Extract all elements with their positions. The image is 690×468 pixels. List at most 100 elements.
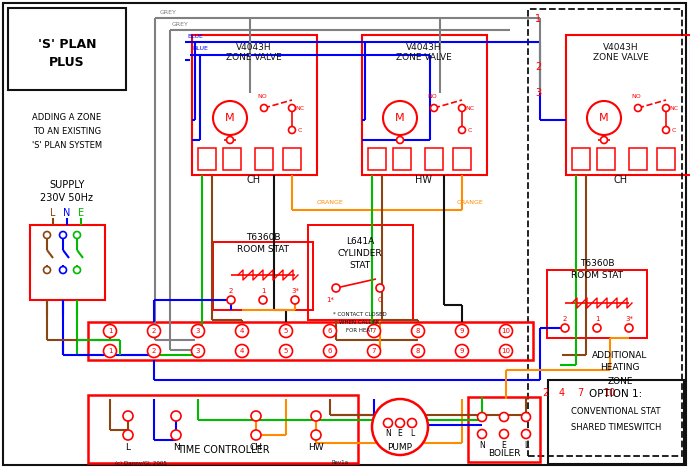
Circle shape bbox=[261, 104, 268, 111]
Bar bbox=[88, 395, 358, 463]
Text: TIME CONTROLLER: TIME CONTROLLER bbox=[177, 445, 269, 455]
Bar bbox=[88, 322, 533, 360]
Circle shape bbox=[259, 296, 267, 304]
Text: ZONE: ZONE bbox=[607, 376, 633, 386]
Circle shape bbox=[59, 232, 66, 239]
Text: 8: 8 bbox=[416, 328, 420, 334]
Bar bbox=[255, 148, 273, 170]
Circle shape bbox=[500, 324, 513, 337]
Text: SHARED TIMESWITCH: SHARED TIMESWITCH bbox=[571, 424, 661, 432]
Circle shape bbox=[192, 344, 204, 358]
Bar bbox=[453, 148, 471, 170]
Text: 3*: 3* bbox=[291, 288, 299, 294]
Circle shape bbox=[383, 101, 417, 135]
Circle shape bbox=[662, 126, 669, 133]
Text: GREY: GREY bbox=[172, 22, 189, 27]
Text: 10: 10 bbox=[502, 328, 511, 334]
Bar bbox=[213, 242, 313, 310]
Text: 3: 3 bbox=[196, 328, 200, 334]
Circle shape bbox=[431, 104, 437, 111]
Circle shape bbox=[74, 266, 81, 273]
Circle shape bbox=[477, 430, 486, 439]
Text: E: E bbox=[502, 440, 506, 449]
Circle shape bbox=[376, 284, 384, 292]
Text: L: L bbox=[410, 430, 414, 439]
Text: 5: 5 bbox=[284, 328, 288, 334]
Circle shape bbox=[395, 418, 404, 427]
Text: N: N bbox=[172, 443, 179, 452]
Circle shape bbox=[148, 324, 161, 337]
Circle shape bbox=[123, 411, 133, 421]
Bar bbox=[192, 35, 317, 175]
Text: L: L bbox=[50, 208, 56, 218]
Text: ZONE VALVE: ZONE VALVE bbox=[226, 53, 282, 63]
Circle shape bbox=[74, 232, 81, 239]
Circle shape bbox=[311, 430, 321, 440]
Text: PUMP: PUMP bbox=[388, 443, 413, 452]
Circle shape bbox=[384, 418, 393, 427]
Text: E: E bbox=[397, 430, 402, 439]
Text: C: C bbox=[298, 127, 302, 132]
Text: N: N bbox=[479, 440, 485, 449]
Text: NC: NC bbox=[669, 105, 678, 110]
Text: SUPPLY: SUPPLY bbox=[49, 180, 85, 190]
Text: 4: 4 bbox=[240, 328, 244, 334]
Bar bbox=[362, 35, 487, 175]
Circle shape bbox=[171, 430, 181, 440]
Text: OPTION 1:: OPTION 1: bbox=[589, 389, 642, 399]
Text: CH: CH bbox=[614, 175, 628, 185]
Bar bbox=[572, 148, 590, 170]
Text: TO AN EXISTING: TO AN EXISTING bbox=[33, 127, 101, 137]
Circle shape bbox=[227, 296, 235, 304]
Text: FOR HEAT: FOR HEAT bbox=[346, 329, 373, 334]
Bar bbox=[548, 380, 684, 464]
Circle shape bbox=[324, 344, 337, 358]
Circle shape bbox=[593, 324, 601, 332]
Text: BLUE: BLUE bbox=[187, 34, 203, 38]
Circle shape bbox=[455, 344, 469, 358]
Circle shape bbox=[397, 137, 404, 144]
Circle shape bbox=[251, 430, 261, 440]
Text: 2: 2 bbox=[229, 288, 233, 294]
Text: C: C bbox=[672, 127, 676, 132]
Text: 1: 1 bbox=[535, 14, 541, 24]
Text: 10: 10 bbox=[502, 348, 511, 354]
Text: 1: 1 bbox=[595, 316, 599, 322]
Circle shape bbox=[291, 296, 299, 304]
Text: 4: 4 bbox=[559, 388, 565, 398]
Text: 'S' PLAN: 'S' PLAN bbox=[38, 38, 96, 51]
Text: (c) Danny/GL 2005: (c) Danny/GL 2005 bbox=[115, 461, 167, 466]
Circle shape bbox=[522, 412, 531, 422]
Circle shape bbox=[332, 284, 340, 292]
Text: GREY: GREY bbox=[160, 9, 177, 15]
Circle shape bbox=[500, 412, 509, 422]
Text: CH: CH bbox=[250, 443, 262, 452]
Text: T6360B: T6360B bbox=[246, 234, 280, 242]
Circle shape bbox=[522, 430, 531, 439]
Circle shape bbox=[226, 137, 233, 144]
Text: 9: 9 bbox=[460, 328, 464, 334]
Text: ORANGE: ORANGE bbox=[317, 200, 344, 205]
Circle shape bbox=[235, 324, 248, 337]
Bar bbox=[393, 148, 411, 170]
Text: 7: 7 bbox=[372, 328, 376, 334]
Text: 6: 6 bbox=[328, 328, 333, 334]
Text: 9: 9 bbox=[460, 348, 464, 354]
Text: ZONE VALVE: ZONE VALVE bbox=[593, 53, 649, 63]
Text: ROOM STAT: ROOM STAT bbox=[237, 246, 289, 255]
Text: NO: NO bbox=[257, 94, 267, 98]
Text: V4043H: V4043H bbox=[236, 43, 272, 51]
Bar bbox=[657, 148, 675, 170]
Text: V4043H: V4043H bbox=[406, 43, 442, 51]
Text: 'S' PLAN SYSTEM: 'S' PLAN SYSTEM bbox=[32, 141, 102, 151]
Bar bbox=[198, 148, 216, 170]
Text: Rev1a: Rev1a bbox=[331, 461, 348, 466]
Text: CONVENTIONAL STAT: CONVENTIONAL STAT bbox=[571, 408, 661, 417]
Text: NC: NC bbox=[295, 105, 304, 110]
Text: 1*: 1* bbox=[326, 297, 334, 303]
Text: L: L bbox=[126, 443, 130, 452]
Text: 7: 7 bbox=[577, 388, 583, 398]
Circle shape bbox=[500, 430, 509, 439]
Circle shape bbox=[372, 399, 428, 455]
Text: 3*: 3* bbox=[625, 316, 633, 322]
